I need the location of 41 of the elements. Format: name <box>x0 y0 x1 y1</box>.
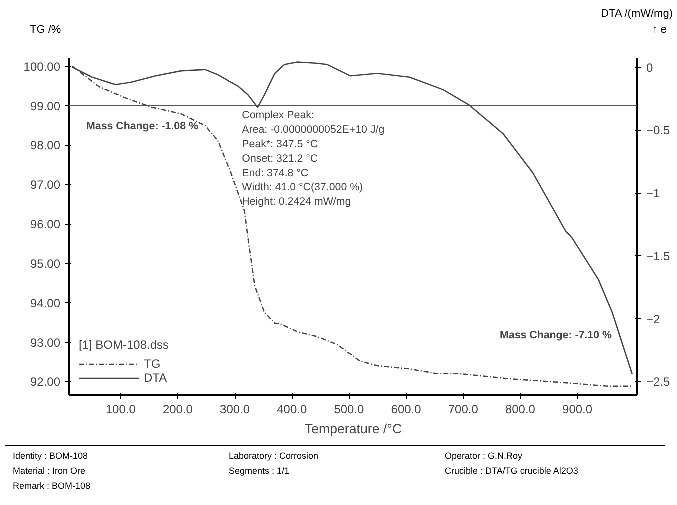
annotation: Mass Change: -1.08 % <box>86 120 199 133</box>
y-tick-label: 100.00 <box>24 60 61 74</box>
x-tick-label: 200.0 <box>162 402 194 416</box>
y-axis-title: TG /% <box>30 23 62 38</box>
text: Material : Iron Ore <box>13 464 87 478</box>
y2-tick-label: −1.5 <box>646 249 671 264</box>
x-tick-label: 800.0 <box>505 402 536 416</box>
annotation: Mass Change: -7.10 % <box>500 330 612 342</box>
text: ↑ e <box>652 23 667 38</box>
y2-tick-label: 0 <box>646 60 654 75</box>
y2-tick-label: −0.5 <box>646 124 671 138</box>
x-tick-label: 100.0 <box>106 402 136 416</box>
text: Crucible : DTA/TG crucible Al2O3 <box>445 464 580 478</box>
x-tick-label: 400.0 <box>277 402 308 416</box>
y-tick-label: 92.00 <box>30 375 61 390</box>
x-tick-label: 600.0 <box>391 402 422 416</box>
text: Laboratory : Corrosion <box>229 450 320 463</box>
legend-label: DTA <box>144 371 168 385</box>
y2-tick-label: −2.5 <box>646 375 671 390</box>
x-tick-label: 900.0 <box>562 402 593 416</box>
y-tick-label: 94.00 <box>30 296 61 310</box>
legend-title: [1] BOM-108.dss <box>79 338 170 352</box>
text: Remark : BOM-108 <box>13 480 92 493</box>
y-tick-label: 98.00 <box>30 138 61 153</box>
text: Segments : 1/1 <box>229 464 291 478</box>
x-tick-label: 500.0 <box>334 402 365 416</box>
y-tick-label: 96.00 <box>30 218 61 232</box>
text: Identity : BOM-108 <box>13 450 90 463</box>
y-tick-label: 97.00 <box>30 178 61 192</box>
y-tick-label: 95.00 <box>30 256 61 271</box>
annotation: Complex Peak: Area: -0.0000000052E+10 J/g Peak*: 347.5 °C Onset: 321.2 °C End: 374.8 °C Width: 41.0 °C(37.000 %) Height: 0.2424 mW/mg <box>242 110 385 208</box>
y2-tick-label: −2 <box>646 312 661 326</box>
y-tick-label: 93.00 <box>30 336 61 350</box>
y2-tick-label: −1 <box>646 186 661 201</box>
y2-axis-title: DTA /(mW/mg) <box>601 7 673 22</box>
legend-label: TG <box>144 357 162 371</box>
text: Operator : G.N.Roy <box>445 450 524 463</box>
y-tick-label: 99.00 <box>30 99 61 114</box>
x-tick-label: 700.0 <box>448 402 479 416</box>
x-axis-title: Temperature /°C <box>304 422 402 436</box>
x-tick-label: 300.0 <box>220 402 250 416</box>
